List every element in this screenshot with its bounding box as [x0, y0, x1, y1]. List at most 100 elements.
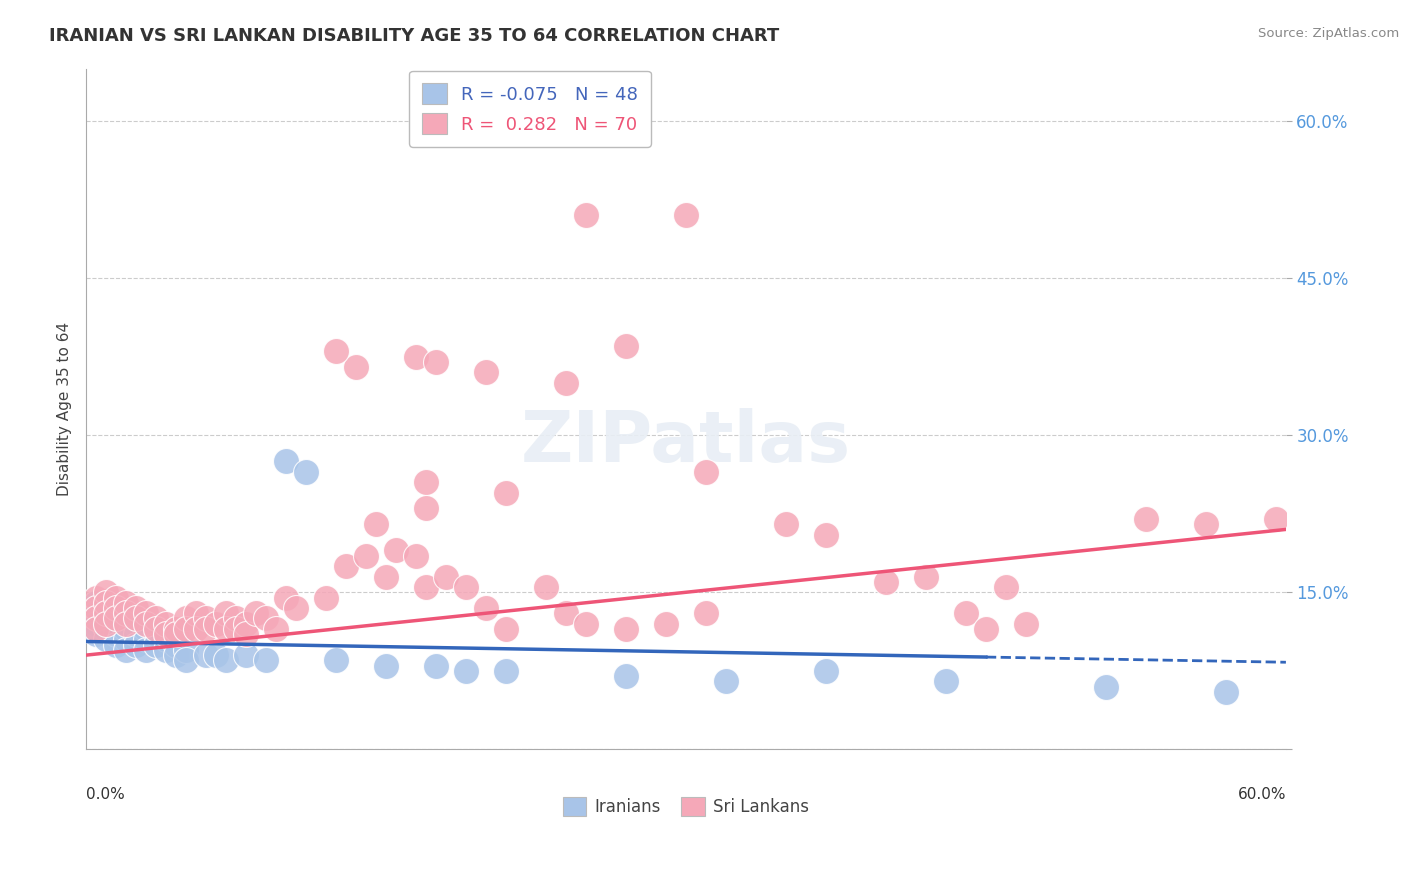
Point — [555, 606, 578, 620]
Point — [125, 627, 148, 641]
Point — [425, 658, 447, 673]
Point — [814, 527, 837, 541]
Text: 0.0%: 0.0% — [86, 787, 125, 802]
Point — [225, 611, 247, 625]
Point — [94, 611, 117, 625]
Point — [195, 648, 218, 662]
Point — [614, 669, 637, 683]
Point — [994, 580, 1017, 594]
Point — [125, 601, 148, 615]
Legend: Iranians, Sri Lankans: Iranians, Sri Lankans — [557, 790, 815, 822]
Point — [225, 622, 247, 636]
Point — [105, 601, 128, 615]
Point — [1215, 685, 1237, 699]
Point — [215, 622, 238, 636]
Point — [454, 580, 477, 594]
Point — [264, 622, 287, 636]
Point — [84, 596, 107, 610]
Point — [94, 616, 117, 631]
Point — [344, 359, 367, 374]
Point — [155, 616, 177, 631]
Point — [614, 339, 637, 353]
Point — [84, 616, 107, 631]
Point — [94, 632, 117, 647]
Point — [814, 664, 837, 678]
Point — [184, 606, 207, 620]
Point — [315, 591, 337, 605]
Point — [84, 622, 107, 636]
Point — [354, 549, 377, 563]
Point — [475, 601, 498, 615]
Point — [375, 658, 398, 673]
Point — [174, 611, 197, 625]
Point — [325, 653, 347, 667]
Point — [935, 674, 957, 689]
Point — [84, 627, 107, 641]
Point — [364, 517, 387, 532]
Point — [84, 611, 107, 625]
Point — [415, 501, 437, 516]
Point — [145, 627, 167, 641]
Point — [254, 611, 277, 625]
Point — [115, 622, 138, 636]
Point — [165, 622, 187, 636]
Point — [1015, 616, 1038, 631]
Point — [115, 596, 138, 610]
Point — [915, 569, 938, 583]
Point — [94, 601, 117, 615]
Point — [235, 616, 257, 631]
Point — [974, 622, 997, 636]
Point — [94, 622, 117, 636]
Point — [105, 611, 128, 625]
Point — [415, 580, 437, 594]
Point — [155, 632, 177, 647]
Point — [955, 606, 977, 620]
Point — [145, 622, 167, 636]
Point — [454, 664, 477, 678]
Point — [84, 591, 107, 605]
Point — [475, 365, 498, 379]
Point — [325, 344, 347, 359]
Point — [115, 606, 138, 620]
Point — [135, 622, 157, 636]
Point — [415, 475, 437, 490]
Point — [1135, 512, 1157, 526]
Point — [135, 616, 157, 631]
Point — [105, 606, 128, 620]
Point — [84, 606, 107, 620]
Point — [375, 569, 398, 583]
Point — [575, 208, 598, 222]
Text: ZIPatlas: ZIPatlas — [522, 409, 851, 477]
Point — [285, 601, 308, 615]
Point — [274, 591, 297, 605]
Point — [105, 627, 128, 641]
Point — [215, 606, 238, 620]
Point — [245, 606, 267, 620]
Point — [125, 638, 148, 652]
Point — [165, 627, 187, 641]
Point — [1095, 680, 1118, 694]
Point — [135, 643, 157, 657]
Point — [195, 622, 218, 636]
Point — [205, 648, 228, 662]
Point — [274, 454, 297, 468]
Point — [115, 632, 138, 647]
Point — [655, 616, 678, 631]
Point — [495, 622, 517, 636]
Point — [575, 616, 598, 631]
Point — [145, 638, 167, 652]
Point — [434, 569, 457, 583]
Point — [174, 622, 197, 636]
Point — [254, 653, 277, 667]
Point — [174, 643, 197, 657]
Point — [534, 580, 557, 594]
Point — [125, 611, 148, 625]
Point — [205, 616, 228, 631]
Point — [235, 648, 257, 662]
Point — [775, 517, 797, 532]
Point — [94, 585, 117, 599]
Point — [174, 653, 197, 667]
Point — [495, 485, 517, 500]
Text: Source: ZipAtlas.com: Source: ZipAtlas.com — [1258, 27, 1399, 40]
Point — [145, 611, 167, 625]
